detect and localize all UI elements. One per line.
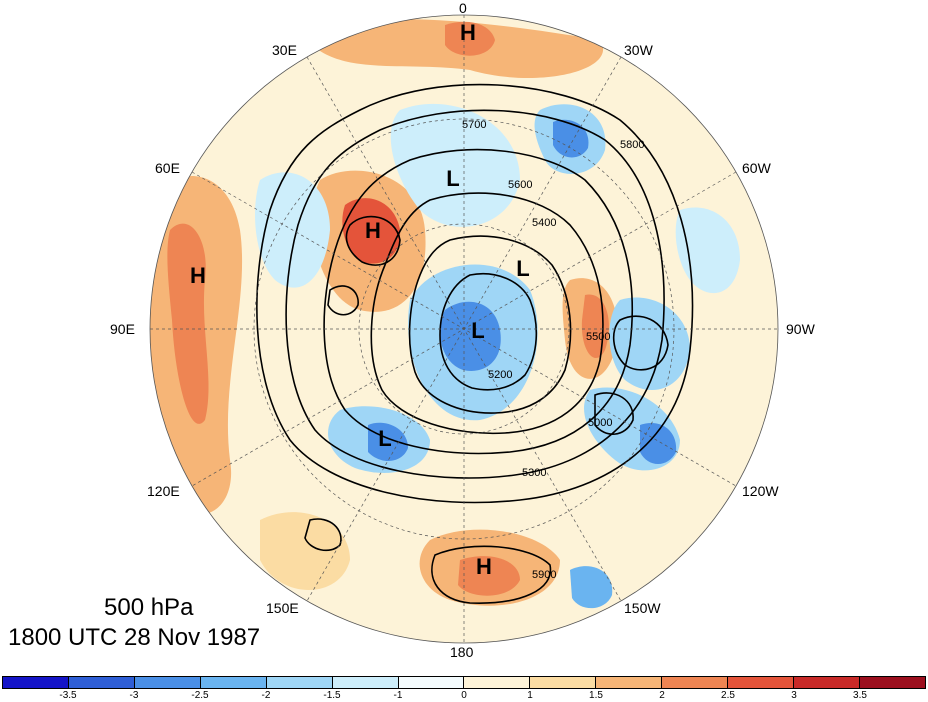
colorbar-tick-label: -2.5 (191, 690, 209, 701)
lon-label-60e: 60E (155, 160, 180, 176)
deep-cold-region (440, 301, 501, 371)
deep-cold-region (640, 423, 677, 464)
lon-label-30e: 30E (272, 42, 297, 58)
colorbar-tick-label: 0 (461, 690, 467, 701)
graticule (150, 15, 778, 643)
lon-label-60w: 60W (742, 160, 771, 176)
contour-label: 5700 (462, 119, 486, 131)
low-pressure-center: L (516, 256, 529, 281)
colorbar-tick-label: -3.5 (59, 690, 77, 701)
lon-label-180: 180 (450, 644, 474, 660)
colorbar-swatch (530, 677, 597, 688)
colorbar-tick-label: -1 (393, 690, 403, 701)
high-pressure-center: H (476, 554, 492, 579)
lon-label-120e: 120E (147, 483, 180, 499)
colorbar-tick-label: 1 (527, 690, 533, 701)
deep-cold-region (553, 119, 589, 158)
colorbar-tick-label: 2 (659, 690, 665, 701)
colorbar-swatch (200, 677, 267, 688)
contour-label: 5800 (620, 139, 644, 151)
colorbar-swatch (3, 677, 69, 688)
low-pressure-center: L (471, 318, 484, 343)
map-boundary (149, 14, 779, 644)
colorbar-tick-label: 3.5 (853, 690, 867, 701)
height-contours (256, 83, 694, 604)
lon-label-120w: 120W (742, 483, 779, 499)
colorbar-tick-label: 2.5 (721, 690, 735, 701)
warm-region (260, 512, 350, 590)
contour-label: 5300 (522, 467, 546, 479)
colorbar-swatch (662, 677, 729, 688)
deep-cold-region (368, 422, 408, 461)
lon-label-90e: 90E (110, 321, 135, 337)
colorbar-swatch (398, 677, 465, 688)
colorbar-swatch (859, 677, 925, 688)
colorbar-swatch (332, 677, 399, 688)
contour-labels: 5700 5800 5600 5400 5300 5900 5500 5200 5000 (462, 119, 644, 581)
contour-label: 5400 (532, 217, 556, 229)
colorbar-tick-label: -3 (129, 690, 139, 701)
low-pressure-center: L (378, 426, 391, 451)
high-pressure-center: H (365, 218, 381, 243)
colorbar-swatch (266, 677, 333, 688)
lon-label-150e: 150E (266, 600, 299, 616)
pressure-centers: H H H H L L L L (190, 20, 530, 579)
colorbar-swatch (794, 677, 860, 688)
colorbar-swatch (596, 677, 663, 688)
lon-label-30w: 30W (624, 42, 653, 58)
high-pressure-center: H (190, 263, 206, 288)
colorbar-swatch (464, 677, 531, 688)
lon-label-90w: 90W (786, 321, 815, 337)
lon-label-0: 0 (459, 0, 467, 16)
colorbar-tick-label: 1.5 (589, 690, 603, 701)
contour-label: 5000 (588, 417, 612, 429)
low-pressure-center: L (446, 166, 459, 191)
hot-region (342, 198, 401, 264)
colorbar-swatch (68, 677, 135, 688)
contour-label: 5900 (532, 569, 556, 581)
caption-level: 500 hPa (104, 594, 194, 621)
colorbar-swatch (134, 677, 201, 688)
colorbar-tick-label: 3 (791, 690, 797, 701)
contour-label: 5500 (586, 331, 610, 343)
colorbar (2, 676, 926, 689)
caption-time: 1800 UTC 28 Nov 1987 (8, 624, 261, 651)
high-pressure-center: H (460, 20, 476, 45)
contour-label: 5200 (488, 369, 512, 381)
cold-region (390, 103, 520, 227)
lon-label-150w: 150W (624, 600, 661, 616)
colorbar-tick-label: -1.5 (323, 690, 341, 701)
hot-region (458, 556, 520, 596)
hot-region (167, 223, 209, 424)
colorbar-tick-label: -2 (261, 690, 271, 701)
hot-region (445, 21, 495, 56)
anomaly-field (150, 15, 778, 643)
colorbar-swatch (728, 677, 795, 688)
contour-label: 5600 (508, 179, 532, 191)
cold-region (570, 566, 613, 609)
cold-region (675, 207, 740, 294)
